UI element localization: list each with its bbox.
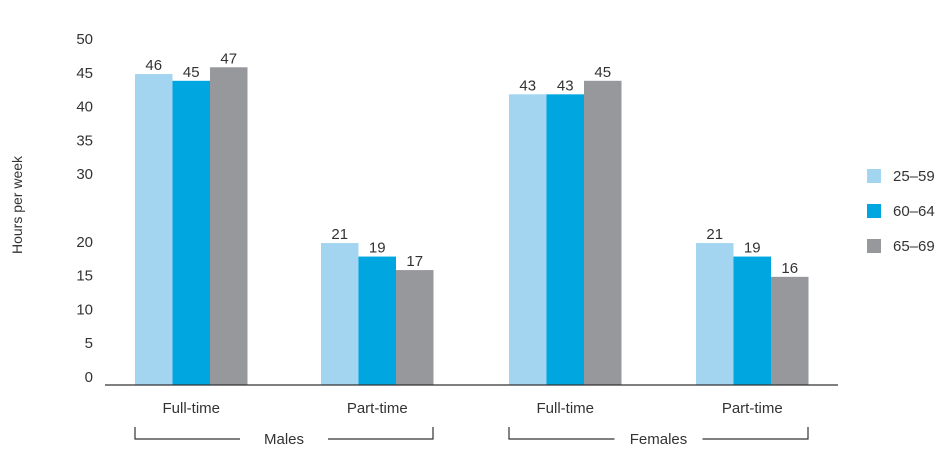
category-label: Full-time [162,400,220,417]
bar-value-label: 43 [519,77,536,94]
bar [396,270,434,385]
y-tick-label: 10 [76,301,93,318]
legend: 25–59 60–64 65–69 [867,168,935,255]
bar-value-label: 45 [183,64,200,81]
category-labels: Full-time Part-time Full-time Part-time [162,400,782,417]
y-tick-label: 5 [85,335,93,352]
y-tick-label: 20 [76,234,93,251]
bar [733,256,771,385]
legend-swatch [867,204,881,218]
group-brackets: Males Females [134,427,809,448]
y-tick-label: 30 [76,166,93,183]
bar-value-label: 21 [331,226,348,243]
bar [358,256,396,385]
y-tick-label: 50 [76,31,93,48]
bar [321,243,359,385]
bar [546,94,584,385]
bar-value-label: 21 [706,226,723,243]
legend-label: 25–59 [893,168,935,185]
bar [696,243,734,385]
bar-value-label: 17 [406,253,423,270]
category-label: Part-time [722,400,783,417]
legend-swatch [867,169,881,183]
group-label: Males [264,431,304,448]
bar-value-label: 43 [557,77,574,94]
category-label: Part-time [347,400,408,417]
category-label: Full-time [536,400,594,417]
bar-value-label: 19 [744,240,761,257]
legend-label: 65–69 [893,238,935,255]
bar [509,94,547,385]
bar-value-label: 19 [369,240,386,257]
legend-label: 60–64 [893,203,935,220]
bars [135,67,809,386]
bar-value-label: 47 [220,50,237,67]
bar [210,67,248,385]
y-ticks: 0 5 10 15 20 30 35 40 45 50 [76,31,93,386]
bar [135,74,173,385]
y-tick-label: 0 [85,369,93,386]
bar [172,80,210,386]
y-axis-label: Hours per week [9,155,25,254]
group-bracket [134,427,434,440]
y-tick-label: 35 [76,132,93,149]
legend-swatch [867,239,881,253]
value-labels: 46 21 43 21 45 19 43 19 47 17 45 16 [145,50,798,277]
bar [584,80,622,386]
y-tick-label: 15 [76,268,93,285]
bar-value-label: 16 [781,260,798,277]
bar [771,276,809,385]
y-tick-label: 45 [76,65,93,82]
bar-value-label: 46 [145,57,162,74]
bar-value-label: 45 [594,64,611,81]
y-tick-label: 40 [76,99,93,116]
group-label: Females [630,431,688,448]
group-bracket [508,427,809,440]
